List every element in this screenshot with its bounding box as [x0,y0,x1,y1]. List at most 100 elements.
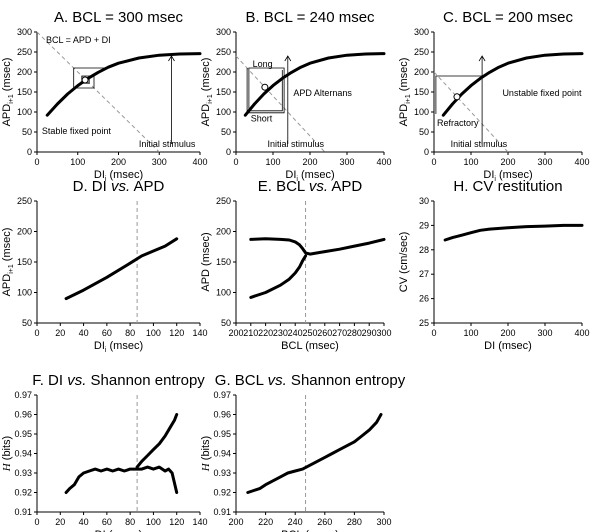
y-axis-label-main: CV (cm/sec) [398,232,410,293]
chart-panel-b: B. BCL = 240 msec 0 100 200 300 400 0 50 100 150 2… [200,9,392,183]
series-line-1 [243,52,386,117]
chart-title-main: G. BCL [215,372,268,389]
chart-title-tail: Shannon entropy [86,372,205,389]
x-tick-label: 20 [55,328,65,338]
series-line-1 [441,52,584,117]
x-axis-label: DIi (msec) [94,169,143,183]
x-tick-label: 400 [574,157,589,167]
x-tick-label: 60 [102,517,112,527]
x-axis-label-sub: i [494,176,496,183]
chart-title-main: B. BCL = 240 msec [245,9,375,26]
series-line-1 [249,237,386,256]
x-tick-label: 0 [431,157,436,167]
y-tick-label: 250 [414,47,429,57]
x-axis-label: DI (msec) [484,340,532,352]
y-tick-label: 50 [221,318,231,328]
x-tick-label: 140 [192,328,207,338]
chart-title: C. BCL = 200 msec [443,9,573,26]
annotation: Unstable fixed point [502,88,582,98]
bcl-line [235,55,326,153]
y-tick-label: 250 [17,196,32,206]
chart-title-italic: vs. [67,372,86,389]
x-tick-label: 300 [537,157,552,167]
series-line-1 [64,237,179,301]
chart-title-italic: vs. [268,372,287,389]
y-tick-label: 29 [419,220,429,230]
x-tick-label: 220 [258,328,273,338]
y-tick-label: 200 [17,67,32,77]
y-axis-label-sub: i+1 [8,264,15,274]
y-axis-label-unit: (msec) [1,228,13,265]
x-tick-label: 300 [376,328,391,338]
y-axis-label-main: APD [1,104,13,127]
x-tick-label: 300 [152,157,167,167]
annotation: Stable fixed point [42,126,112,136]
y-axis-label-main: H [200,462,212,472]
y-tick-label: 0.97 [213,390,231,400]
y-tick-label: 150 [414,87,429,97]
y-tick-label: 100 [216,288,231,298]
chart-title-italic: vs. [309,178,328,195]
x-tick-label: 210 [243,328,258,338]
series-line-1 [45,52,202,117]
chart-title-italic: vs. [111,178,130,195]
x-tick-label: 250 [302,328,317,338]
x-axis-label-main: DI (msec) [95,529,143,532]
y-tick-label: 300 [216,27,231,37]
y-axis-label-sub: i+1 [8,94,15,104]
x-tick-label: 240 [288,517,303,527]
x-axis-label: DIi (msec) [483,169,532,183]
x-tick-label: 0 [34,517,39,527]
y-tick-label: 28 [419,245,429,255]
chart-title-main: D. DI [73,178,111,195]
annotation: Initial stimulus [139,139,196,149]
y-tick-label: 50 [22,318,32,328]
y-axis-label-main: H [1,462,13,472]
x-axis-label-main: BCL (msec) [281,529,339,532]
y-tick-label: 300 [17,27,32,37]
x-tick-label: 0 [233,157,238,167]
initial-stimulus-arrowhead [284,55,292,62]
y-tick-label: 0 [226,147,231,157]
y-tick-label: 0.94 [213,449,231,459]
x-tick-label: 260 [317,328,332,338]
y-tick-label: 100 [414,107,429,117]
y-tick-label: 100 [17,107,32,117]
y-tick-label: 0 [424,147,429,157]
x-axis-label-unit: (msec) [298,169,335,181]
y-tick-label: 0.91 [14,507,32,517]
y-tick-label: 250 [17,47,32,57]
y-tick-label: 200 [216,67,231,77]
y-tick-label: 200 [216,227,231,237]
x-axis-label-main: DI [94,169,105,181]
fixed-point-marker [81,76,89,84]
y-axis-label: H (bits) [200,436,212,472]
chart-title-tail: APD [328,178,362,195]
y-axis-label: APDi+1 (msec) [1,228,15,297]
y-tick-label: 0.93 [14,468,32,478]
x-tick-label: 240 [288,328,303,338]
y-tick-label: 0 [27,147,32,157]
y-tick-label: 30 [419,196,429,206]
series-line-2 [249,254,308,299]
x-tick-label: 0 [431,328,436,338]
y-axis-label-main: APD (msec) [200,232,212,291]
chart-title-main: E. BCL [258,178,309,195]
x-tick-label: 80 [125,517,135,527]
x-tick-label: 400 [574,328,589,338]
x-tick-label: 100 [463,157,478,167]
x-tick-label: 100 [463,328,478,338]
x-axis-label: DIi (msec) [285,169,334,183]
x-axis-label-sub: i [105,347,107,354]
y-axis-label-unit: (msec) [398,58,410,95]
x-tick-label: 0 [34,157,39,167]
y-axis-label-main: APD [1,274,13,297]
y-tick-label: 0.96 [14,410,32,420]
x-tick-label: 60 [102,328,112,338]
y-tick-label: 200 [17,227,32,237]
x-tick-label: 200 [228,517,243,527]
chart-title-main: F. DI [32,372,67,389]
y-tick-label: 150 [17,87,32,97]
